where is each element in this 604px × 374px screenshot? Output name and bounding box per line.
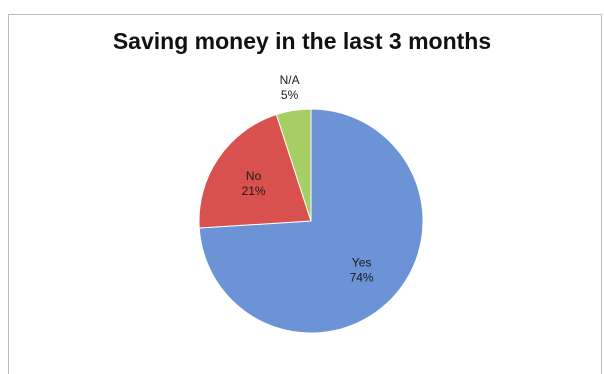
slice-label-no: No: [246, 169, 262, 183]
slice-value-n-a: 5%: [281, 88, 299, 102]
slice-label-yes: Yes: [352, 256, 372, 270]
chart-frame: [8, 14, 602, 374]
pie-slice-n-a: [275, 108, 312, 222]
pie-slices: [198, 108, 424, 334]
slice-label-n-a: N/A: [280, 73, 300, 87]
slice-value-no: 21%: [242, 184, 266, 198]
pie-slice-no: [198, 113, 312, 229]
chart-title: Saving money in the last 3 months: [112, 28, 492, 54]
slice-value-yes: 74%: [350, 271, 374, 285]
